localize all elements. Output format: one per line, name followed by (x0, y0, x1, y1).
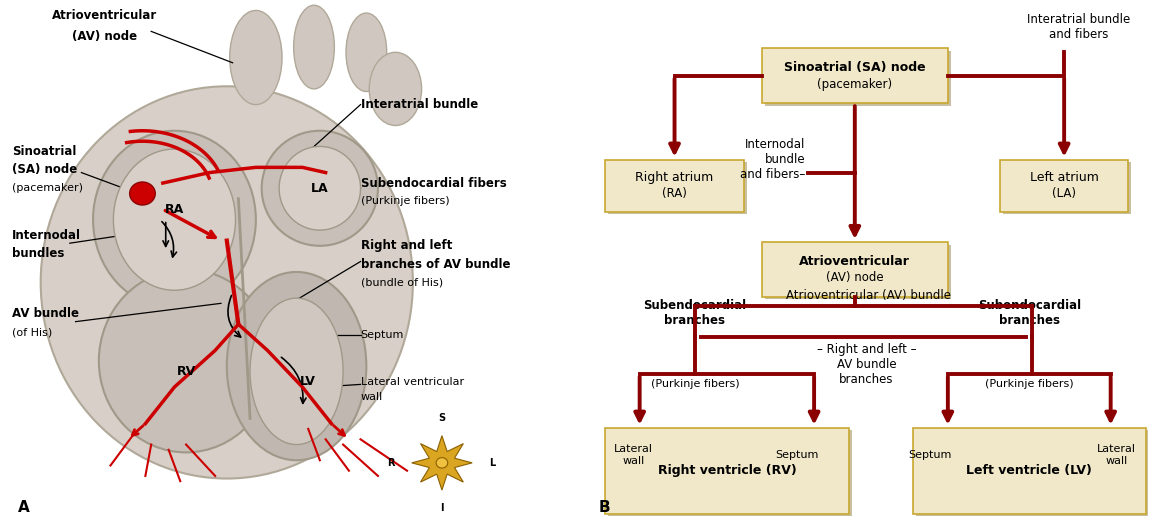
Text: (AV) node: (AV) node (826, 271, 884, 284)
Text: Right ventricle (RV): Right ventricle (RV) (657, 464, 797, 477)
Text: RA: RA (165, 203, 184, 215)
Ellipse shape (293, 5, 335, 89)
Text: Atrioventricular: Atrioventricular (52, 9, 157, 22)
Ellipse shape (41, 86, 413, 479)
FancyBboxPatch shape (1000, 160, 1128, 212)
Text: S: S (438, 413, 445, 423)
Text: LV: LV (300, 376, 316, 388)
Text: bundles: bundles (12, 247, 64, 260)
Ellipse shape (250, 298, 343, 445)
Text: Subendocardial
branches: Subendocardial branches (643, 299, 747, 327)
Text: (pacemaker): (pacemaker) (818, 77, 892, 90)
Text: Septum: Septum (908, 450, 952, 460)
Text: L: L (490, 458, 495, 468)
Text: A: A (17, 500, 29, 515)
FancyBboxPatch shape (765, 245, 951, 299)
Ellipse shape (262, 131, 378, 246)
FancyBboxPatch shape (762, 49, 948, 104)
Text: (of His): (of His) (12, 327, 52, 337)
FancyBboxPatch shape (605, 160, 744, 212)
Text: wall: wall (361, 392, 383, 403)
Text: Septum: Septum (361, 329, 404, 340)
Text: (Purkinje fibers): (Purkinje fibers) (650, 379, 740, 390)
Ellipse shape (227, 272, 366, 460)
Text: Sinoatrial (SA) node: Sinoatrial (SA) node (784, 61, 926, 74)
Ellipse shape (99, 269, 273, 452)
FancyBboxPatch shape (1003, 162, 1130, 214)
Text: (Purkinje fibers): (Purkinje fibers) (361, 196, 449, 207)
FancyBboxPatch shape (608, 430, 851, 517)
Circle shape (436, 458, 448, 468)
Text: Internodal
bundle
and fibers–: Internodal bundle and fibers– (740, 138, 806, 181)
Text: LA: LA (311, 182, 329, 195)
FancyBboxPatch shape (605, 428, 849, 514)
Text: branches of AV bundle: branches of AV bundle (361, 258, 511, 270)
Text: (bundle of His): (bundle of His) (361, 277, 443, 288)
Text: AV bundle: AV bundle (12, 308, 79, 320)
Ellipse shape (347, 13, 387, 92)
Text: Interatrial bundle: Interatrial bundle (361, 98, 478, 111)
Text: (SA) node: (SA) node (12, 164, 77, 176)
Text: (AV) node: (AV) node (72, 30, 137, 43)
Text: Right atrium: Right atrium (635, 172, 714, 184)
Ellipse shape (93, 131, 256, 309)
Text: (pacemaker): (pacemaker) (12, 183, 83, 194)
Text: Left atrium: Left atrium (1029, 172, 1099, 184)
Ellipse shape (370, 52, 422, 126)
Text: Lateral
wall: Lateral wall (614, 444, 654, 466)
Circle shape (129, 182, 156, 205)
Text: Internodal: Internodal (12, 229, 80, 242)
FancyBboxPatch shape (762, 242, 948, 297)
Text: (RA): (RA) (662, 187, 687, 200)
Text: Subendocardial
branches: Subendocardial branches (978, 299, 1080, 327)
Text: – Right and left –
AV bundle
branches: – Right and left – AV bundle branches (816, 343, 916, 385)
Text: Atrioventricular: Atrioventricular (799, 255, 911, 268)
Text: Subendocardial fibers: Subendocardial fibers (361, 177, 506, 189)
Text: Right and left: Right and left (361, 240, 452, 252)
Text: Lateral
wall: Lateral wall (1097, 444, 1136, 466)
Text: (LA): (LA) (1053, 187, 1076, 200)
Text: Left ventricle (LV): Left ventricle (LV) (966, 464, 1092, 477)
Text: R: R (387, 458, 394, 468)
Text: Sinoatrial: Sinoatrial (12, 145, 76, 158)
Text: (Purkinje fibers): (Purkinje fibers) (985, 379, 1073, 390)
Text: I: I (440, 503, 444, 513)
FancyBboxPatch shape (765, 51, 951, 106)
Text: B: B (599, 500, 611, 515)
Ellipse shape (230, 10, 283, 105)
Text: Lateral ventricular: Lateral ventricular (361, 377, 464, 387)
Text: Interatrial bundle
and fibers: Interatrial bundle and fibers (1027, 13, 1130, 41)
FancyBboxPatch shape (916, 430, 1149, 517)
FancyBboxPatch shape (608, 162, 747, 214)
Text: Septum: Septum (775, 450, 819, 460)
Ellipse shape (279, 146, 361, 230)
Polygon shape (412, 436, 472, 490)
Text: Atrioventricular (AV) bundle: Atrioventricular (AV) bundle (786, 289, 951, 302)
FancyBboxPatch shape (913, 428, 1146, 514)
Ellipse shape (113, 149, 235, 290)
Text: RV: RV (177, 365, 195, 378)
